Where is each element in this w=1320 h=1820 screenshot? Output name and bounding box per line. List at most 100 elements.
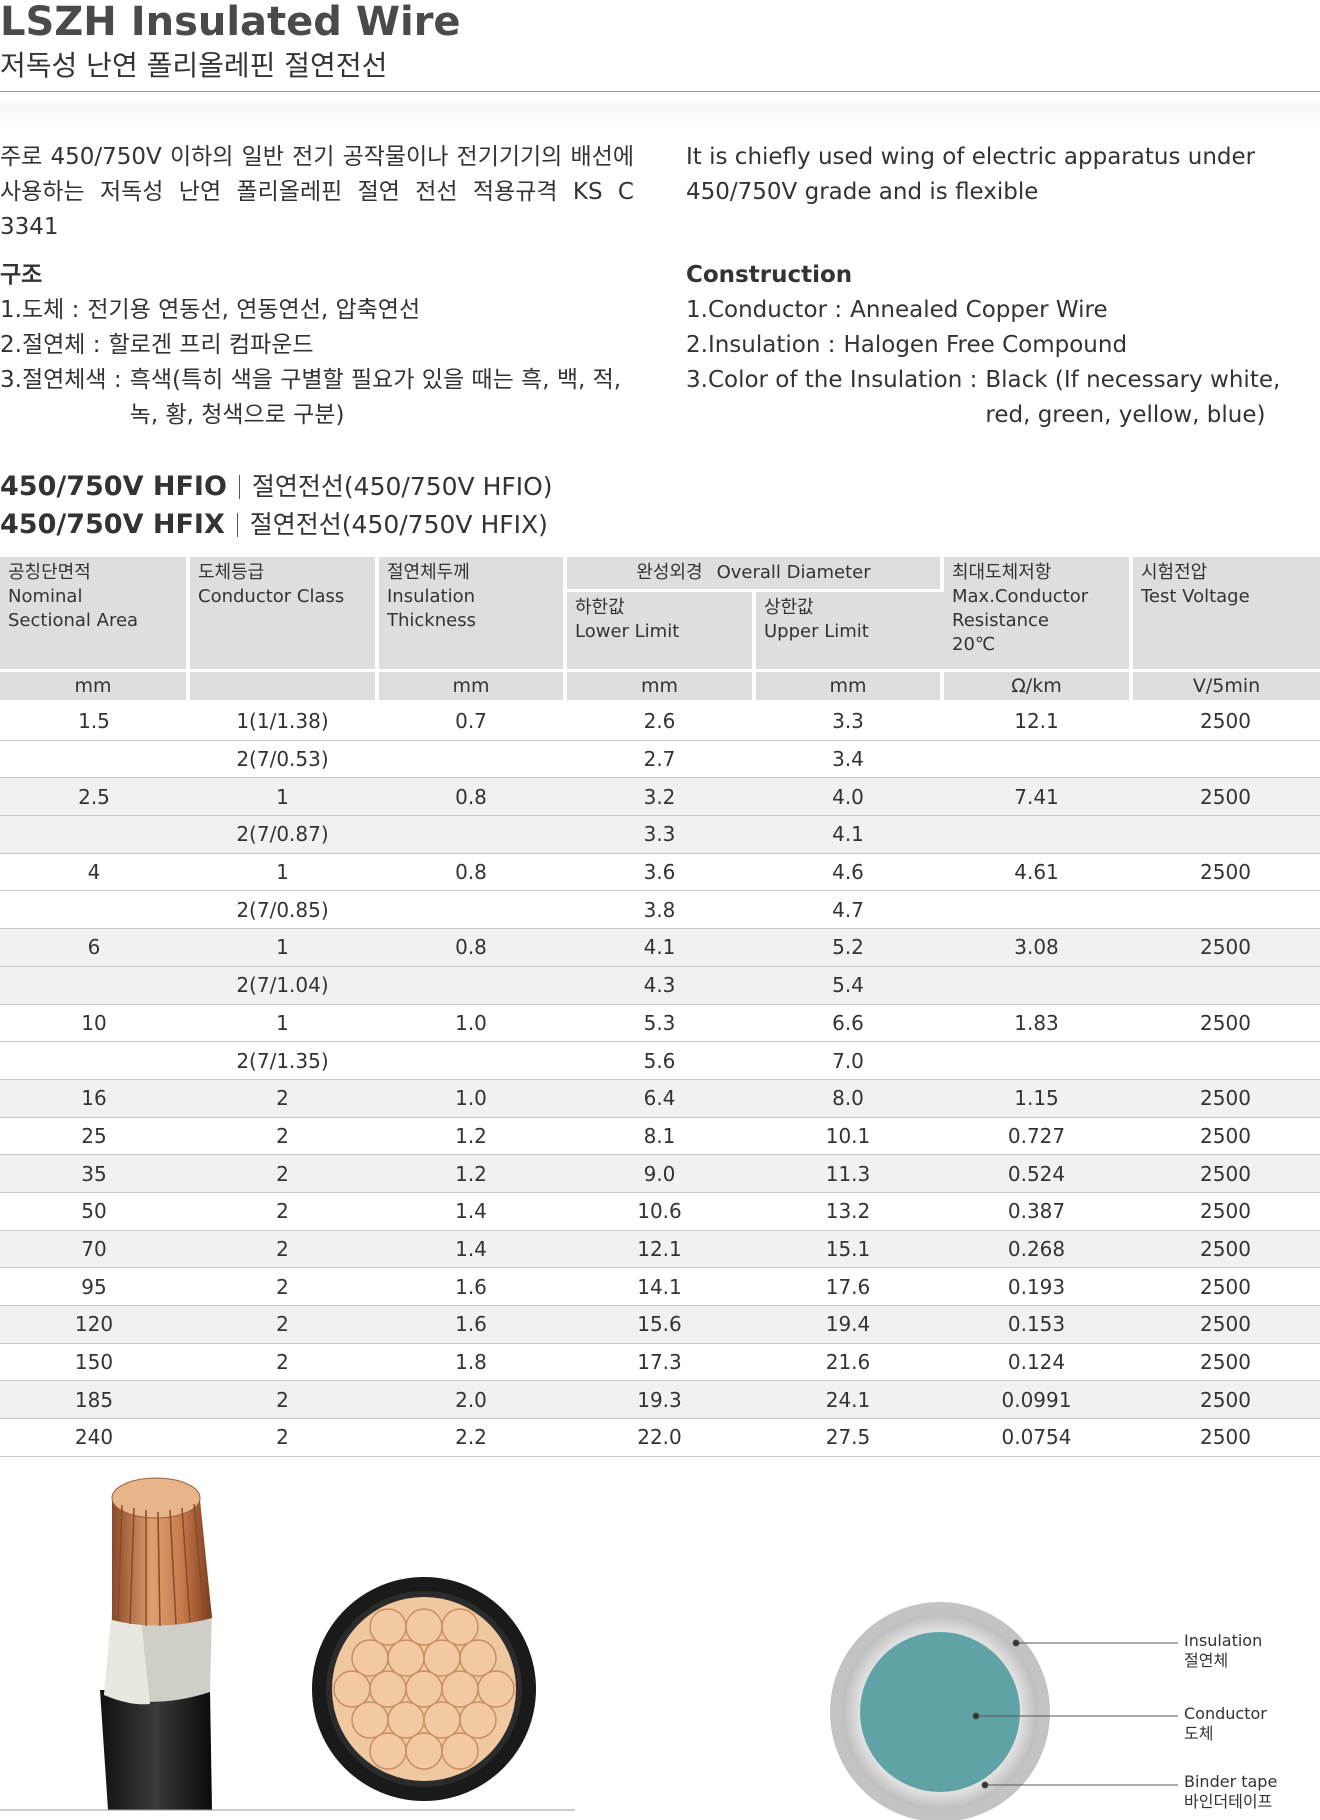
table-cell: 10.6: [565, 1192, 754, 1231]
table-cell: 0.0754: [942, 1418, 1131, 1457]
table-cell: 3.4: [754, 740, 942, 779]
table-cell: 8.1: [565, 1117, 754, 1156]
table-cell: 0.153: [942, 1305, 1131, 1344]
table-row: 2(7/1.04) 4.3 5.4: [0, 966, 1320, 1005]
table-cell: 95: [0, 1267, 188, 1306]
table-row: 150 2 1.8 17.3 21.6 0.124 2500: [0, 1343, 1320, 1382]
unit-cell: mm: [377, 670, 567, 703]
table-cell: 4.7: [754, 890, 942, 930]
table-cell: 2500: [1131, 1230, 1320, 1269]
table-cell: 4.1: [565, 928, 754, 967]
page-title: LSZH Insulated Wire: [0, 0, 461, 45]
table-row: 4 1 0.8 3.6 4.6 4.61 2500: [0, 853, 1320, 892]
table-row: 25 2 1.2 8.1 10.1 0.727 2500: [0, 1117, 1320, 1156]
construction-item: 2.Insulation : Halogen Free Compound: [686, 328, 1320, 363]
table-row: 2.5 1 0.8 3.2 4.0 7.41 2500: [0, 777, 1320, 817]
table-cell: 1.2: [377, 1154, 565, 1193]
table-cell: 6.4: [565, 1079, 754, 1118]
item-label: 2.Insulation :: [686, 332, 836, 358]
table-cell: 2: [188, 1343, 377, 1382]
item-label: 2.절연체 :: [0, 332, 101, 358]
item-label: 1.Conductor :: [686, 297, 843, 323]
table-cell: 1(1/1.38): [188, 701, 377, 741]
table-cell: 5.6: [565, 1041, 754, 1080]
table-cell: [0, 1041, 188, 1080]
item-label: 3.절연체색 :: [0, 367, 122, 393]
table-cell: [377, 1041, 565, 1080]
table-cell: 15.1: [754, 1230, 942, 1269]
table-cell: 0.0991: [942, 1380, 1131, 1420]
diagram-label-ko: 도체: [1184, 1724, 1214, 1743]
table-cell: 10: [0, 1004, 188, 1043]
table-cell: 2500: [1131, 1267, 1320, 1306]
table-head: 공칭단면적 Nominal Sectional Area 도체등급 Conductor …: [0, 557, 1320, 703]
table-cell: 8.0: [754, 1079, 942, 1118]
table-cell: 1: [188, 853, 377, 892]
table-cell: 4.6: [754, 853, 942, 892]
table-row: 2(7/0.87) 3.3 4.1: [0, 815, 1320, 854]
strand: [459, 1639, 497, 1677]
table-cell: 120: [0, 1305, 188, 1344]
table-row: 1.5 1(1/1.38) 0.7 2.6 3.3 12.1 2500: [0, 701, 1320, 741]
table-cell: 17.6: [754, 1267, 942, 1306]
table-cell: 10.1: [754, 1117, 942, 1156]
table-cell: 17.3: [565, 1343, 754, 1382]
diagram-label-ko: 바인더테이프: [1184, 1792, 1273, 1811]
structure-diagram: [830, 1602, 1178, 1820]
item-text: 흑색(특히 색을 구별할 필요가 있을 때는 흑, 백, 적, 녹, 황, 청색…: [129, 367, 622, 428]
table-cell: 2: [188, 1305, 377, 1344]
column-header-en: Resistance: [952, 610, 1049, 631]
table-cell: 2500: [1131, 701, 1320, 741]
table-cell: 2500: [1131, 928, 1320, 967]
product-code: 450/750V HFIX: [0, 509, 225, 540]
table-cell: [942, 815, 1131, 854]
table-cell: [377, 890, 565, 930]
column-header-ko: 도체등급: [198, 562, 265, 583]
description-en: It is chiefly used wing of electric appa…: [686, 144, 1256, 205]
table-cell: 15.6: [565, 1305, 754, 1344]
table-cell: 9.0: [565, 1154, 754, 1193]
table-cell: 2500: [1131, 1154, 1320, 1193]
product-line: 450/750V HFIX 절연전선(450/750V HFIX): [0, 506, 553, 544]
unit-cell: mm: [0, 670, 190, 703]
table-row: 120 2 1.6 15.6 19.4 0.153 2500: [0, 1305, 1320, 1344]
group-header: 완성외경 Overall Diameter: [565, 557, 944, 592]
table-cell: 5.2: [754, 928, 942, 967]
table-cell: 0.524: [942, 1154, 1131, 1193]
table-cell: 24.1: [754, 1380, 942, 1420]
table-cell: [942, 740, 1131, 779]
table-cell: [1131, 815, 1320, 854]
diagram-label-en: Conductor: [1184, 1704, 1267, 1723]
table-cell: 2500: [1131, 1004, 1320, 1043]
table-cell: [942, 890, 1131, 930]
table-cell: 1: [188, 928, 377, 967]
strand: [405, 1732, 443, 1770]
table-cell: 19.4: [754, 1305, 942, 1344]
product-code: 450/750V HFIO: [0, 471, 227, 502]
shadow-band: [0, 103, 1320, 125]
table-cell: 2500: [1131, 1343, 1320, 1382]
strand: [369, 1608, 407, 1646]
item-label: 3.Color of the Insulation :: [686, 367, 978, 393]
diagram-label-ko: 절연체: [1184, 1651, 1229, 1670]
strand: [387, 1701, 425, 1739]
table-cell: 1.15: [942, 1079, 1131, 1118]
group-header-en: Overall Diameter: [716, 562, 871, 583]
strand: [405, 1670, 443, 1708]
table-row: 16 2 1.0 6.4 8.0 1.15 2500: [0, 1079, 1320, 1118]
construction-heading: Construction: [686, 262, 853, 288]
table-cell: 5.4: [754, 966, 942, 1005]
table-cell: 1.8: [377, 1343, 565, 1382]
strand: [387, 1639, 425, 1677]
column-header-ko: 공칭단면적: [8, 562, 91, 583]
table-cell: [1131, 740, 1320, 779]
column-header: 최대도체저항 Max.Conductor Resistance 20℃: [942, 557, 1133, 672]
strand: [423, 1701, 461, 1739]
table-cell: 5.3: [565, 1004, 754, 1043]
table-body: 1.5 1(1/1.38) 0.7 2.6 3.3 12.1 2500 2(7/0.53) 2.…: [0, 701, 1320, 1457]
construction-item: 1.도체 : 전기용 연동선, 연동연선, 압축연선: [0, 293, 634, 328]
table-cell: 3.2: [565, 777, 754, 817]
table-cell: [0, 966, 188, 1005]
divider: [0, 91, 1320, 92]
table-row: 70 2 1.4 12.1 15.1 0.268 2500: [0, 1230, 1320, 1269]
